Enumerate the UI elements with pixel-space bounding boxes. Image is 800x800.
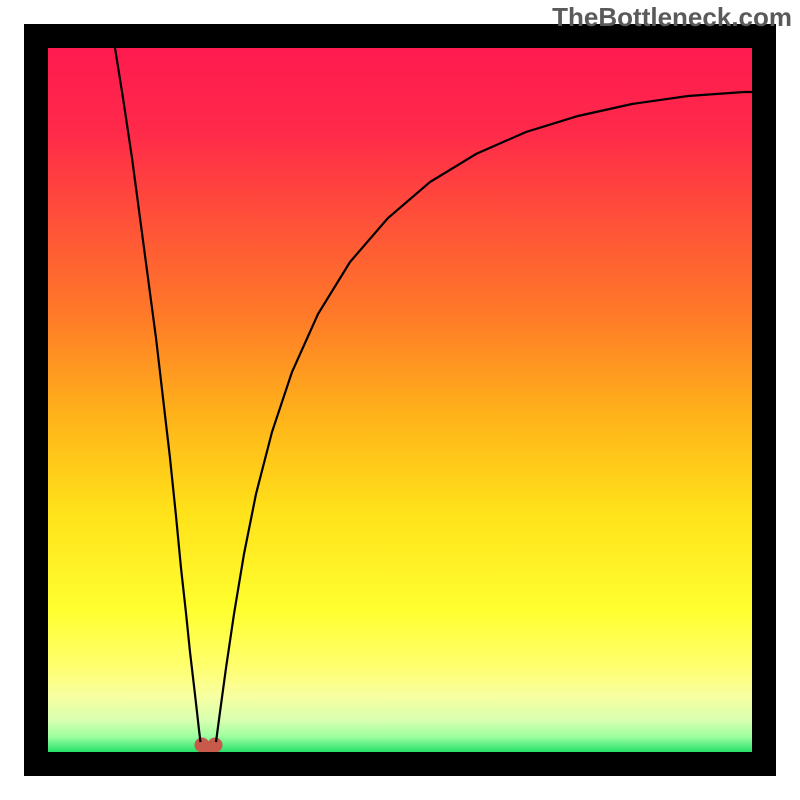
trough-marker — [195, 738, 223, 753]
watermark-text: TheBottleneck.com — [552, 2, 792, 33]
curve-right-branch — [216, 92, 752, 742]
curve-left-branch — [115, 48, 201, 742]
curve-overlay — [48, 48, 752, 752]
plot-area — [48, 48, 752, 752]
chart-container: TheBottleneck.com — [0, 0, 800, 800]
